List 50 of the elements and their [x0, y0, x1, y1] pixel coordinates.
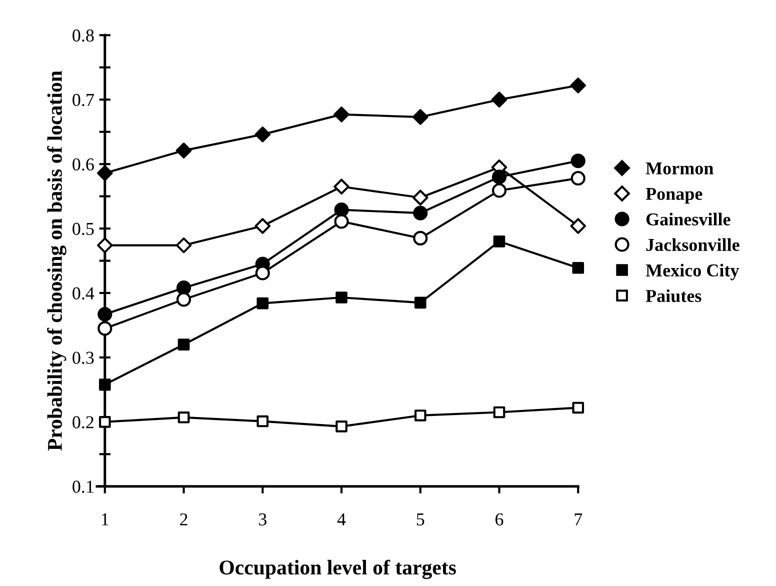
y-tick-label: 0.6: [72, 158, 94, 171]
x-tick-label: 1: [102, 513, 108, 526]
y-tick-label: 0.2: [72, 416, 94, 428]
legend-label: Mormon: [646, 162, 714, 174]
y-axis-title: Probability of choosing on basis of location: [47, 70, 66, 451]
point: [254, 218, 271, 234]
x-tick-label: 3: [258, 513, 266, 526]
point: [336, 292, 348, 304]
x-axis-title: Occupation level of targets: [220, 560, 456, 579]
y-tick-label: 0.1: [72, 480, 94, 493]
point: [493, 236, 506, 248]
point: [414, 410, 426, 422]
point: [254, 126, 271, 142]
point: [334, 106, 350, 122]
y-tick-label: 0.8: [72, 29, 94, 42]
point: [493, 406, 506, 418]
legend-label: Jacksonville: [646, 238, 740, 251]
point: [96, 165, 113, 182]
y-tick-label: 0.3: [72, 352, 94, 364]
point: [178, 412, 190, 424]
point: [176, 142, 192, 158]
point: [412, 190, 428, 206]
point: [176, 237, 192, 254]
x-tick-label: 7: [574, 513, 582, 526]
point: [491, 92, 508, 108]
point: [178, 338, 190, 350]
point: [98, 378, 111, 390]
legend-label: Paiutes: [646, 289, 702, 302]
y-tick-label: 0.7: [72, 94, 94, 106]
point: [334, 178, 350, 195]
point: [570, 78, 586, 94]
point: [98, 416, 111, 428]
x-tick-label: 4: [337, 513, 346, 526]
y-tick-label: 0.5: [72, 222, 94, 236]
legend-label: Gainesville: [646, 212, 730, 226]
x-tick-label: 5: [416, 513, 424, 526]
point: [572, 262, 584, 274]
point: [412, 109, 428, 125]
legend-label: Ponape: [646, 188, 702, 204]
y-tick-label: 0.4: [72, 287, 94, 300]
point: [414, 296, 426, 309]
point: [336, 420, 348, 432]
point: [96, 237, 113, 254]
point: [256, 415, 269, 428]
point: [256, 297, 269, 310]
point: [570, 218, 586, 234]
x-tick-label: 6: [496, 513, 504, 526]
legend-label: Mexico City: [646, 264, 740, 280]
x-tick-label: 2: [180, 513, 188, 526]
point: [572, 402, 584, 414]
